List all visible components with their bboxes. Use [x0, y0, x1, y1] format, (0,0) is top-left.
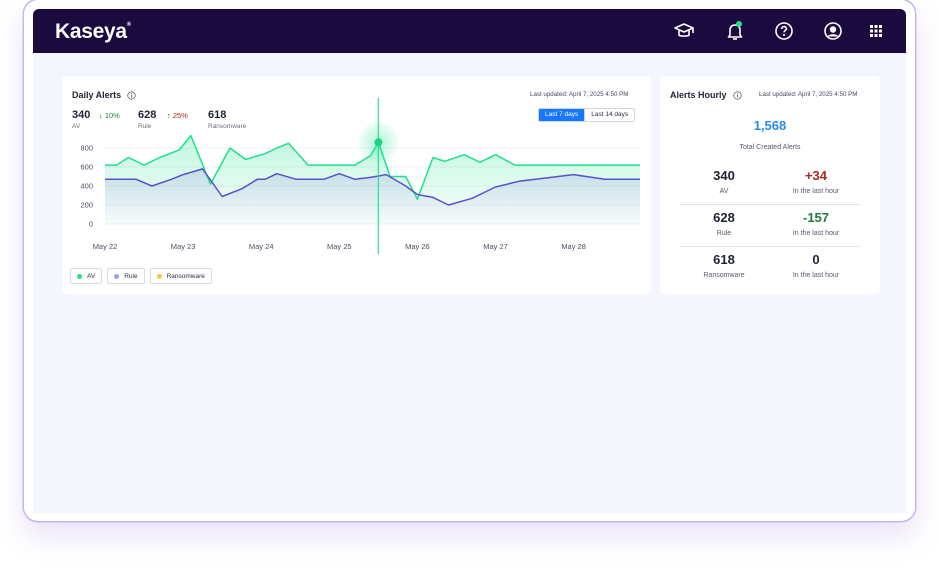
legend-dot: [114, 273, 120, 279]
x-tick-label: May 23: [171, 242, 196, 251]
rule-count: 628: [138, 109, 157, 121]
divider: [679, 246, 861, 247]
alerts-hourly-card: Alerts Hourly Last updated: April 7, 202…: [660, 76, 880, 294]
x-tick-label: May 28: [561, 242, 586, 251]
last-7-days-button[interactable]: Last 7 days: [539, 109, 585, 121]
y-tick-label: 0: [89, 220, 93, 229]
series-line-rule[interactable]: [105, 168, 640, 206]
info-icon[interactable]: [127, 91, 136, 100]
ransomware-count: 618: [208, 109, 227, 121]
av-delta: ↓ 10%: [99, 111, 120, 120]
y-tick-label: 600: [80, 163, 93, 172]
rule-label: Rule: [138, 123, 152, 130]
arrow-down-icon: ↓: [99, 111, 103, 120]
dashboard-content: 800 600 400 200 0 May 22 May 23 May 24 May 25 Ma…: [33, 53, 906, 513]
x-tick-label: May 22: [93, 242, 118, 251]
y-tick-label: 200: [80, 201, 93, 210]
x-tick-label: May 24: [249, 242, 274, 251]
series-line-av[interactable]: [105, 134, 640, 201]
info-icon[interactable]: [733, 91, 742, 100]
last-14-days-button[interactable]: Last 14 days: [584, 109, 635, 121]
apps-grid-icon[interactable]: [865, 20, 887, 42]
y-tick-label: 800: [80, 144, 93, 153]
series-area-rule: [105, 168, 640, 224]
rule-delta: ↑ 25%: [167, 111, 188, 120]
av-count: 340: [72, 109, 91, 121]
x-tick-label: May 26: [405, 242, 430, 251]
legend-dot: [77, 273, 82, 279]
top-navigation-bar: Kaseya®: [33, 9, 906, 53]
notification-dot: [736, 21, 742, 27]
hourly-rule-stat: 628 Rule: [713, 210, 735, 237]
chart-legend: AV Rule Ransomware: [70, 268, 212, 284]
alerts-hourly-title: Alerts Hourly: [670, 90, 727, 100]
daily-last-updated: Last updated: April 7, 2025 4:50 PM: [530, 91, 629, 98]
legend-item-rule[interactable]: Rule: [107, 268, 145, 284]
user-account-icon[interactable]: [822, 20, 844, 42]
hourly-av-delta: +34 In the last hour: [792, 168, 840, 195]
kaseya-logo[interactable]: Kaseya®: [55, 20, 131, 43]
legend-item-av[interactable]: AV: [70, 268, 103, 284]
total-created-alerts-label: Total Created Alerts: [739, 144, 801, 151]
graduation-cap-icon[interactable]: [673, 20, 695, 42]
legend-item-ransomware[interactable]: Ransomware: [149, 268, 212, 284]
av-label: AV: [72, 123, 81, 130]
hourly-ransomware-delta: 0 In the last hour: [792, 252, 840, 279]
legend-dot: [156, 273, 162, 279]
daily-alerts-title: Daily Alerts: [72, 90, 122, 100]
hourly-rule-delta: -157 In the last hour: [792, 210, 840, 237]
notifications-button[interactable]: [724, 20, 746, 42]
hourly-ransomware-stat: 618 Ransomware: [703, 252, 745, 279]
daily-alerts-chart: 800 600 400 200 0 May 22 May 23 May 24 May 25 Ma…: [80, 98, 640, 254]
ransomware-label: Ransomware: [208, 123, 247, 130]
bell-icon: [727, 24, 743, 40]
arrow-up-icon: ↑: [167, 111, 171, 120]
y-tick-label: 400: [80, 182, 93, 191]
total-created-alerts-value: 1,568: [753, 118, 787, 133]
hourly-last-updated: Last updated: April 7, 2025 4:50 PM: [759, 91, 858, 98]
help-icon[interactable]: [773, 20, 795, 42]
divider: [679, 204, 861, 205]
daily-alerts-card: 800 600 400 200 0 May 22 May 23 May 24 May 25 Ma…: [62, 76, 651, 294]
hourly-av-stat: 340 AV: [713, 168, 735, 195]
x-tick-label: May 27: [483, 242, 508, 251]
date-range-toggle: Last 7 days Last 14 days: [538, 108, 636, 122]
app-window: Kaseya®: [24, 0, 915, 521]
hover-point[interactable]: [374, 138, 383, 147]
x-tick-label: May 25: [327, 242, 352, 251]
